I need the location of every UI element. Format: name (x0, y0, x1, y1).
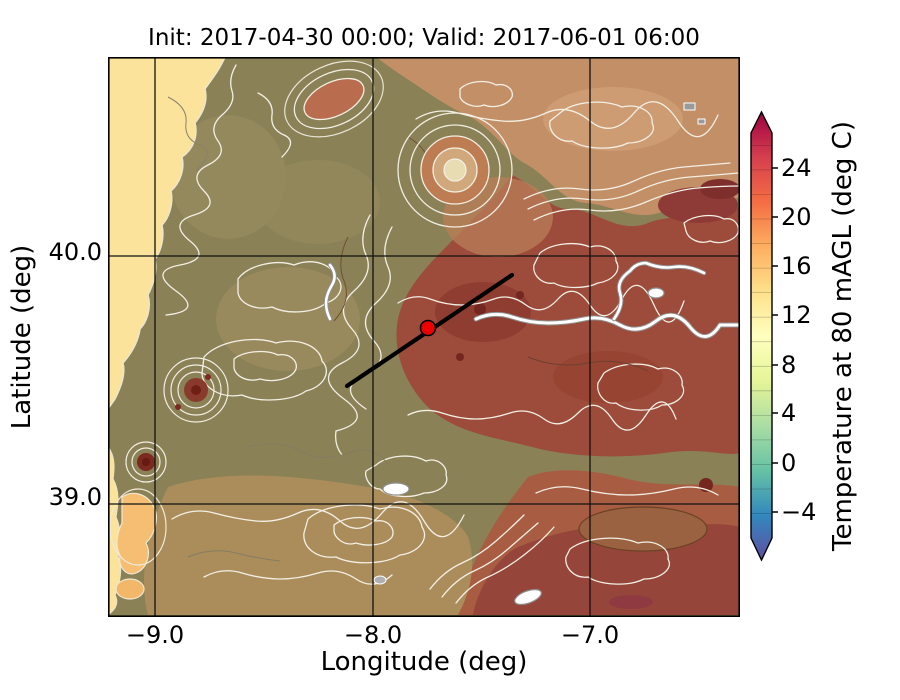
x-tick-label-8: −8.0 (343, 621, 403, 649)
y-axis-label: Latitude (deg) (7, 244, 37, 430)
mountain-cold-bullseye (397, 112, 513, 228)
colorbar-tick-12: 12 (781, 301, 812, 329)
warm-blob-nw (284, 60, 384, 138)
site-marker-dot (419, 319, 437, 337)
colorbar-tick-16: 16 (781, 252, 812, 280)
x-tick-label-7: −7.0 (560, 621, 620, 649)
colorbar-tick-neg4: −4 (781, 498, 817, 526)
colorbar-bin-lines (751, 145, 772, 514)
colorbar-tick-marks (772, 167, 778, 513)
rivers (323, 102, 740, 605)
map-axes (108, 57, 740, 617)
plot-title: Init: 2017-04-30 00:00; Valid: 2017-06-0… (148, 25, 700, 51)
y-tick-label-39: 39.0 (48, 483, 102, 511)
contour-lines-white (162, 64, 740, 604)
colorbar-gradient-bar (750, 110, 773, 562)
graticule-grid-lines (108, 57, 740, 617)
colorbar (750, 110, 782, 562)
x-axis-label: Longitude (deg) (320, 647, 528, 677)
colorbar-tick-4: 4 (781, 399, 797, 427)
x-tick-label-9: −9.0 (125, 621, 185, 649)
colorbar-tick-24: 24 (781, 154, 812, 182)
coastal-warm-patches (109, 488, 167, 600)
colorbar-label: Temperature at 80 mAGL (deg C) (828, 121, 858, 551)
y-tick-label-40: 40.0 (48, 238, 102, 266)
temperature-fill-regions (144, 57, 740, 615)
axes-frame (108, 57, 740, 617)
map-canvas (108, 57, 740, 617)
colorbar-tick-0: 0 (781, 449, 797, 477)
sw-hot-spots (125, 357, 229, 483)
coastline (108, 57, 226, 411)
colorbar-canvas (750, 110, 778, 562)
colorbar-tick-20: 20 (781, 203, 812, 231)
colorbar-tick-8: 8 (781, 351, 797, 379)
